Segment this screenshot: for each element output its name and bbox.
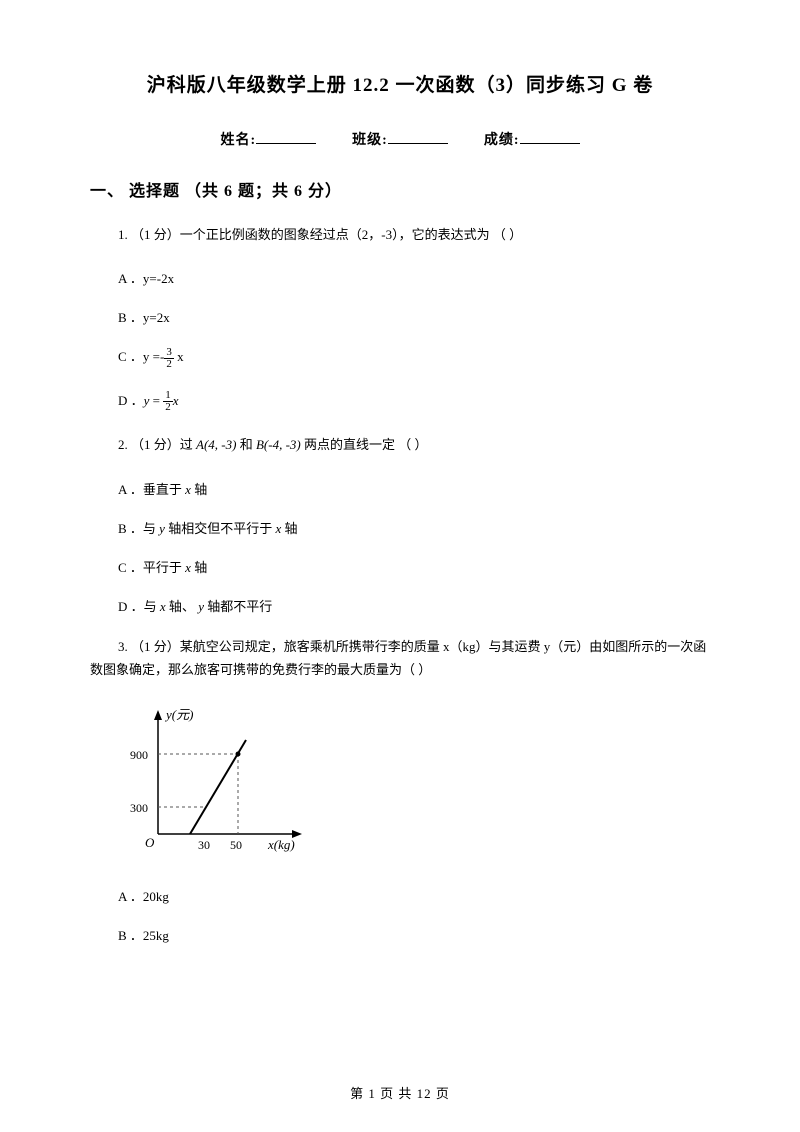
q1-option-b: B ．y=2x: [90, 307, 710, 326]
class-label: 班级:: [352, 133, 388, 148]
point-b: B(-4, -3): [256, 437, 301, 452]
y-tick-900: 900: [130, 748, 148, 762]
q1-option-c: C ．y =-32 x: [90, 346, 710, 370]
score-label: 成绩:: [484, 133, 520, 148]
x-axis-label: x(kg): [267, 837, 295, 852]
y-axis-label: y(元): [164, 707, 193, 722]
q3-option-b: B ．25kg: [90, 925, 710, 944]
option-value: y=-2x: [143, 271, 174, 286]
denominator: 2: [164, 359, 174, 370]
option-text: B ．与: [118, 521, 156, 536]
class-blank: [388, 130, 448, 144]
axis-y: y: [195, 599, 207, 614]
q2-suffix: 两点的直线一定 （ ）: [301, 437, 428, 452]
option-text: C ．平行于: [118, 560, 182, 575]
math-eq: =: [149, 393, 163, 408]
page-footer: 第 1 页 共 12 页: [0, 1083, 800, 1102]
fraction: 12: [163, 390, 173, 413]
option-text: A ．垂直于: [118, 482, 182, 497]
q2-prefix: 2. （1 分）过: [118, 437, 196, 452]
q3-text: 3. （1 分）某航空公司规定，旅客乘机所携带行李的质量 x（kg）与其运费 y…: [90, 639, 706, 677]
x-tick-30: 30: [198, 838, 210, 852]
axis-x: x: [272, 521, 284, 536]
denominator: 2: [163, 402, 173, 413]
score-blank: [520, 130, 580, 144]
q3-option-a: A ．20kg: [90, 886, 710, 905]
q1-option-a: A ．y=-2x: [90, 268, 710, 287]
axis-x: x: [182, 482, 194, 497]
option-suffix: 轴: [194, 482, 207, 497]
x-tick-50: 50: [230, 838, 242, 852]
y-axis-arrow: [154, 710, 162, 720]
option-text: D ．与: [118, 599, 157, 614]
name-blank: [256, 130, 316, 144]
section-header: 一、 选择题 （共 6 题；共 6 分）: [90, 177, 710, 201]
option-label: B ．: [118, 310, 143, 325]
option-label: D ．: [118, 393, 144, 408]
q2-mid: 和: [236, 437, 256, 452]
option-suffix: 轴: [194, 560, 207, 575]
point-a: A(4, -3): [196, 437, 236, 452]
option-value: y=2x: [143, 310, 170, 325]
point-50-900: [236, 751, 241, 756]
option-suffix: x: [174, 349, 184, 364]
math-x: x: [173, 393, 179, 408]
option-label: C ．y =: [118, 349, 160, 364]
option-label: A ．: [118, 271, 143, 286]
option-mid: 轴、: [169, 599, 195, 614]
fraction: 32: [164, 347, 174, 370]
q3-chart: y(元) x(kg) O 900 300 30 50: [118, 704, 710, 864]
axis-x: x: [182, 560, 194, 575]
chart-svg: y(元) x(kg) O 900 300 30 50: [118, 704, 318, 859]
q1-option-d: D ．y = 12x: [90, 390, 710, 414]
name-label: 姓名:: [220, 133, 256, 148]
question-3: 3. （1 分）某航空公司规定，旅客乘机所携带行李的质量 x（kg）与其运费 y…: [90, 635, 710, 682]
q2-option-b: B ．与 y 轴相交但不平行于 x 轴: [90, 518, 710, 537]
axis-y: y: [156, 521, 168, 536]
option-suffix: 轴: [285, 521, 298, 536]
student-info-row: 姓名: 班级: 成绩:: [90, 129, 710, 149]
option-mid: 轴相交但不平行于: [168, 521, 272, 536]
q2-option-a: A ．垂直于 x 轴: [90, 479, 710, 498]
question-2: 2. （1 分）过 A(4, -3) 和 B(-4, -3) 两点的直线一定 （…: [90, 433, 710, 456]
q2-option-c: C ．平行于 x 轴: [90, 557, 710, 576]
document-title: 沪科版八年级数学上册 12.2 一次函数（3）同步练习 G 卷: [90, 70, 710, 97]
q2-option-d: D ．与 x 轴、 y 轴都不平行: [90, 596, 710, 615]
origin-label: O: [145, 835, 155, 850]
option-suffix: 轴都不平行: [207, 599, 272, 614]
axis-x: x: [157, 599, 169, 614]
y-tick-300: 300: [130, 801, 148, 815]
question-1: 1. （1 分）一个正比例函数的图象经过点（2，-3），它的表达式为 （ ）: [90, 223, 710, 246]
